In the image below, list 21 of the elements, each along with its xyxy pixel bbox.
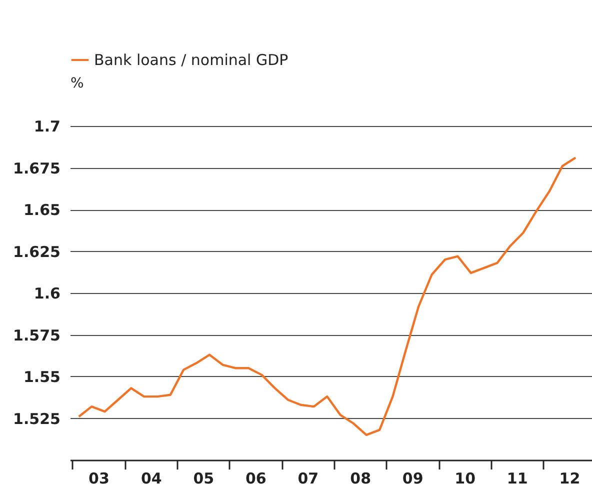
y-tick-label: 1.525 xyxy=(13,410,60,428)
y-tick-label: 1.7 xyxy=(34,118,60,136)
y-tick-label: 1.625 xyxy=(13,242,60,261)
x-tick-label: 12 xyxy=(559,470,580,486)
x-tick-label: 05 xyxy=(193,470,214,486)
x-tick-label: 09 xyxy=(402,470,424,486)
x-tick-label: 07 xyxy=(298,470,319,486)
x-tick-label: 11 xyxy=(506,470,528,486)
x-tick-label: 04 xyxy=(140,470,162,486)
legend-label: Bank loans / nominal GDP xyxy=(94,51,288,69)
y-tick-label: 1.55 xyxy=(23,368,60,386)
line-series xyxy=(78,156,577,436)
x-tick-label: 10 xyxy=(454,470,476,486)
x-tick-label: 06 xyxy=(245,470,266,486)
y-axis-title: % xyxy=(70,76,84,92)
x-tick-label: 03 xyxy=(88,470,110,486)
y-tick-label: 1.65 xyxy=(23,201,60,219)
y-tick-label: 1.575 xyxy=(13,326,60,344)
x-tick-label: 08 xyxy=(350,470,371,486)
y-tick-label: 1.675 xyxy=(13,159,60,178)
y-tick-label: 1.6 xyxy=(34,284,60,302)
